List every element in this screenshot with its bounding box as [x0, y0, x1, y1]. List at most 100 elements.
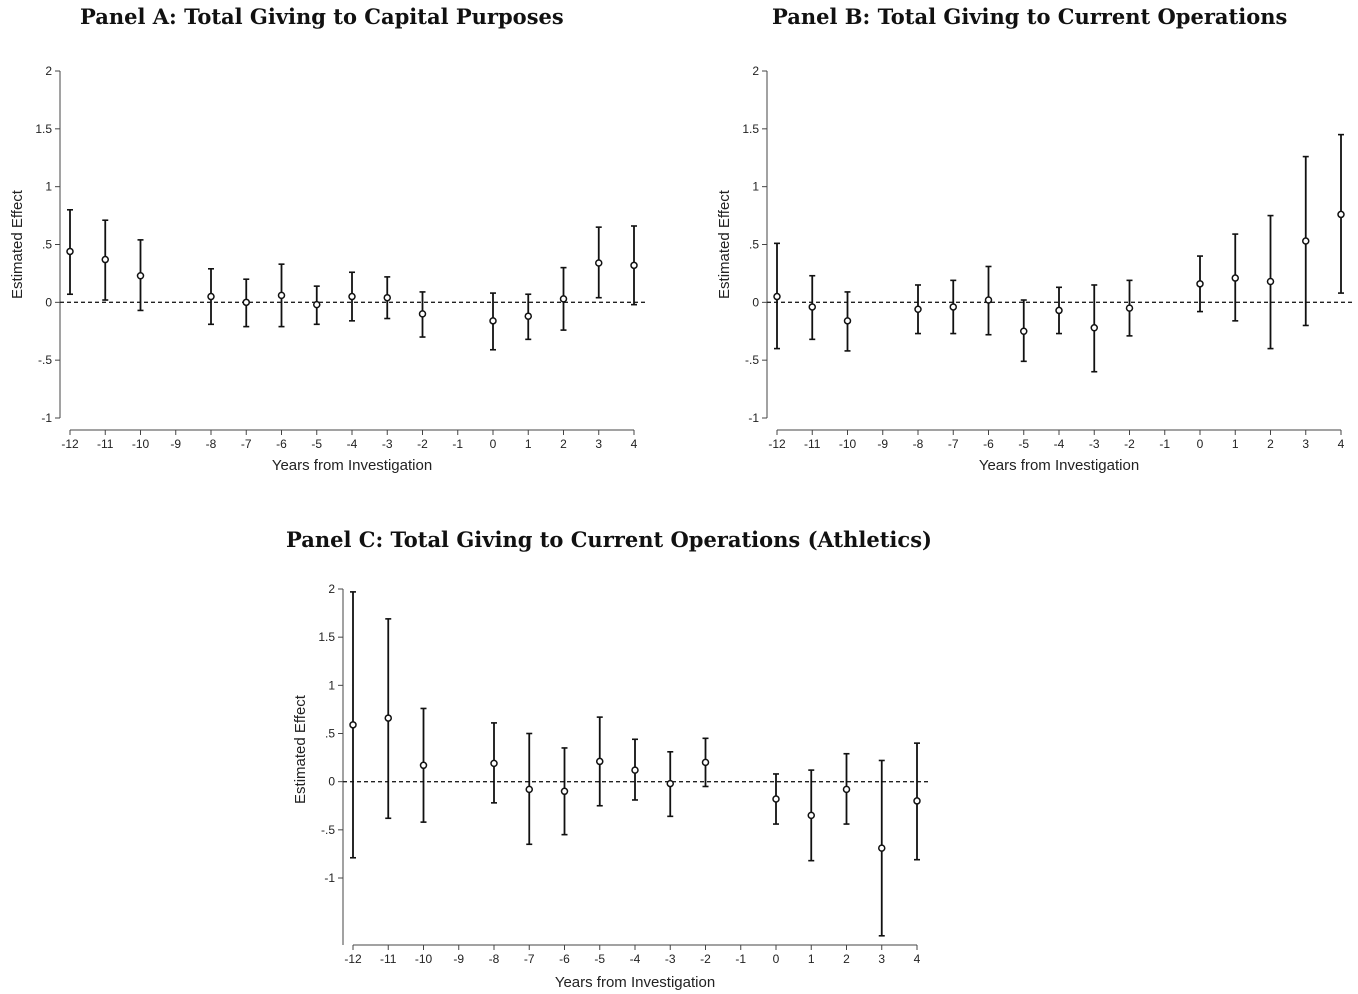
x-tick-label: -4 — [630, 952, 641, 966]
x-tick-label: 3 — [878, 952, 885, 966]
estimate-point--10 — [419, 707, 428, 823]
x-tick-label: -8 — [913, 437, 924, 451]
estimate-point--12 — [773, 242, 781, 350]
y-tick-label: 1.5 — [35, 122, 52, 136]
point-estimate — [913, 797, 921, 805]
x-tick-label: -1 — [1159, 437, 1170, 451]
x-axis-title: Years from Investigation — [272, 457, 432, 474]
point-estimate — [807, 811, 815, 820]
x-tick-label: -5 — [594, 952, 605, 966]
x-tick-label: 1 — [525, 437, 532, 451]
x-tick-label: -2 — [1124, 437, 1135, 451]
point-estimate — [384, 714, 392, 722]
estimate-point--11 — [101, 219, 109, 301]
x-tick-label: 2 — [1267, 437, 1274, 451]
x-tick-label: -1 — [452, 437, 463, 451]
point-estimate — [1020, 327, 1028, 335]
point-estimate — [808, 303, 816, 311]
estimate-point--8 — [914, 284, 922, 335]
point-estimate — [701, 758, 710, 767]
point-estimate — [1090, 324, 1098, 332]
estimate-point--7 — [949, 279, 957, 335]
estimate-point--5 — [596, 716, 604, 807]
point-estimate — [349, 721, 357, 729]
estimate-point-0 — [489, 292, 497, 351]
estimate-point-2 — [559, 266, 568, 331]
y-tick-label: 1 — [45, 180, 52, 194]
x-tick-label: -6 — [983, 437, 994, 451]
point-estimate — [525, 785, 533, 794]
point-estimate — [949, 303, 957, 311]
estimate-point-4 — [913, 742, 921, 861]
point-estimate — [631, 766, 639, 774]
estimate-point--8 — [490, 722, 498, 804]
point-estimate — [490, 759, 498, 768]
y-tick-label: 1 — [328, 678, 335, 692]
x-tick-label: 0 — [1197, 437, 1204, 451]
x-tick-label: -2 — [700, 952, 711, 966]
point-estimate — [630, 261, 638, 270]
estimate-point--3 — [1090, 284, 1098, 373]
point-estimate — [596, 757, 604, 766]
estimate-point--4 — [631, 738, 639, 801]
x-tick-label: -4 — [347, 437, 358, 451]
x-tick-label: -7 — [241, 437, 252, 451]
point-estimate — [136, 271, 145, 280]
x-tick-label: -12 — [344, 952, 362, 966]
y-tick-label: 2 — [45, 64, 52, 78]
x-tick-label: -6 — [276, 437, 287, 451]
x-tick-label: -11 — [97, 437, 114, 451]
estimate-point--12 — [66, 209, 74, 296]
point-estimate — [772, 795, 780, 803]
estimate-point--11 — [808, 274, 816, 341]
estimate-point-3 — [878, 759, 886, 937]
point-estimate — [207, 292, 215, 301]
x-tick-label: -3 — [382, 437, 393, 451]
x-tick-label: 4 — [914, 952, 921, 966]
x-tick-label: 4 — [1338, 437, 1345, 451]
estimate-point--6 — [560, 747, 569, 836]
y-tick-label: 2 — [328, 582, 335, 596]
point-estimate — [878, 844, 886, 852]
x-tick-label: -9 — [877, 437, 888, 451]
y-tick-label: -1 — [41, 411, 52, 425]
y-tick-label: -.5 — [321, 823, 335, 837]
point-estimate — [666, 779, 674, 788]
panel-b-title: Panel B: Total Giving to Current Operati… — [772, 4, 1288, 29]
point-estimate — [1266, 277, 1275, 286]
x-tick-label: 2 — [843, 952, 850, 966]
x-tick-label: -3 — [665, 952, 676, 966]
estimate-point--2 — [1125, 279, 1134, 337]
x-tick-label: -6 — [559, 952, 570, 966]
estimate-point--2 — [701, 737, 710, 788]
y-tick-label: 0 — [45, 295, 52, 309]
estimate-point--2 — [418, 291, 427, 338]
estimate-point--4 — [1055, 286, 1063, 335]
x-tick-label: -12 — [768, 437, 786, 451]
estimate-point-4 — [630, 225, 638, 306]
x-tick-label: -7 — [948, 437, 959, 451]
x-tick-label: -5 — [311, 437, 322, 451]
estimate-point--8 — [207, 267, 215, 326]
x-tick-label: -9 — [453, 952, 464, 966]
y-tick-label: 0 — [328, 775, 335, 789]
estimate-point-0 — [772, 773, 780, 825]
estimate-point--12 — [349, 591, 357, 859]
point-estimate — [843, 317, 852, 325]
x-tick-label: -11 — [380, 952, 397, 966]
x-tick-label: 0 — [773, 952, 780, 966]
y-axis-title: Estimated Effect — [292, 694, 309, 804]
point-estimate — [383, 293, 391, 302]
estimate-point-1 — [807, 769, 815, 862]
x-tick-label: 4 — [631, 437, 638, 451]
x-tick-label: 0 — [490, 437, 497, 451]
estimate-point-2 — [842, 752, 851, 825]
estimate-point--3 — [666, 751, 674, 818]
point-estimate — [1125, 304, 1134, 312]
x-tick-label: 1 — [1232, 437, 1239, 451]
estimate-point-3 — [595, 226, 603, 299]
estimate-point--3 — [383, 276, 391, 320]
estimate-point--6 — [277, 263, 286, 328]
y-tick-label: -.5 — [38, 353, 52, 367]
